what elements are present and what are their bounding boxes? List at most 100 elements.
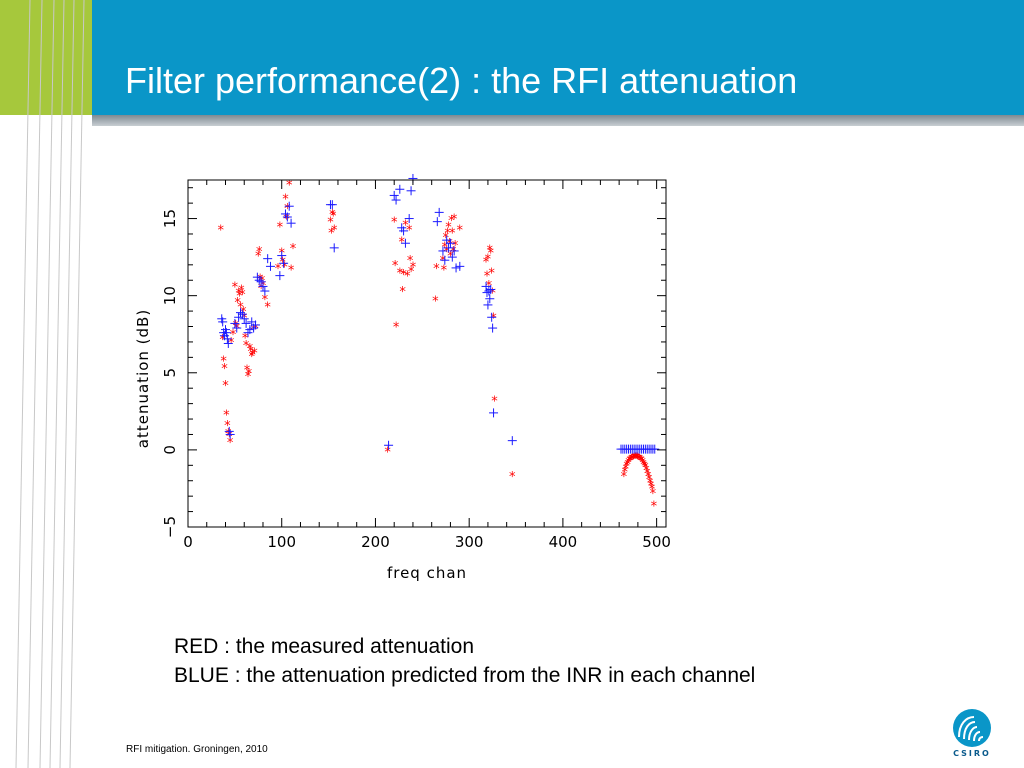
red-asterisk-point: * xyxy=(623,459,630,474)
blue-plus-point xyxy=(444,243,454,253)
red-asterisk-point: * xyxy=(328,226,335,241)
blue-plus-point xyxy=(230,318,240,328)
red-asterisk-point: * xyxy=(252,322,259,337)
red-asterisk-point: * xyxy=(407,254,414,269)
red-asterisk-point: * xyxy=(484,270,491,285)
red-asterisk-point: * xyxy=(627,454,634,469)
red-asterisk-point: * xyxy=(242,331,249,346)
blue-plus-point xyxy=(384,440,394,450)
blue-plus-point xyxy=(488,323,498,333)
red-asterisk-point: * xyxy=(487,243,494,258)
red-asterisk-point: * xyxy=(410,260,417,275)
red-asterisk-point: * xyxy=(255,250,262,265)
red-asterisk-point: * xyxy=(444,226,451,241)
red-asterisk-point: * xyxy=(223,408,230,423)
red-asterisk-point: * xyxy=(238,283,245,298)
blue-plus-point xyxy=(277,251,287,261)
red-asterisk-point: * xyxy=(330,209,337,224)
red-asterisk-point: * xyxy=(384,445,391,460)
red-asterisk-point: * xyxy=(622,465,629,480)
x-tick-label: 200 xyxy=(361,533,390,551)
red-asterisk-point: * xyxy=(487,246,494,261)
red-asterisk-point: * xyxy=(645,470,652,485)
red-asterisk-point: * xyxy=(636,452,643,467)
red-asterisk-point: * xyxy=(404,270,411,285)
blue-plus-point xyxy=(222,334,232,344)
red-asterisk-point: * xyxy=(448,214,455,229)
red-asterisk-point: * xyxy=(277,220,284,235)
red-asterisk-point: * xyxy=(629,452,636,467)
blue-plus-point xyxy=(507,436,517,446)
blue-plus-point xyxy=(487,312,497,322)
red-asterisk-point: * xyxy=(446,237,453,252)
red-asterisk-point: * xyxy=(433,262,440,277)
red-asterisk-point: * xyxy=(397,267,404,282)
red-asterisk-point: * xyxy=(393,321,400,336)
red-asterisk-point: * xyxy=(399,285,406,300)
red-asterisk-point: * xyxy=(221,362,228,377)
plot-marks: ****************************************… xyxy=(217,173,660,514)
caption-blue-line: BLUE : the attenuation predicted from th… xyxy=(174,664,756,687)
red-asterisk-point: * xyxy=(248,350,255,365)
blue-plus-point xyxy=(481,281,491,291)
blue-plus-point xyxy=(225,429,235,439)
x-axis-label: freq chan xyxy=(387,564,467,582)
header-shadow xyxy=(92,115,1024,126)
red-asterisk-point: * xyxy=(441,263,448,278)
header-band xyxy=(92,0,1024,115)
red-asterisk-point: * xyxy=(642,461,649,476)
blue-plus-point xyxy=(218,317,228,327)
red-asterisk-point: * xyxy=(625,456,632,471)
red-asterisk-point: * xyxy=(449,226,456,241)
blue-plus-point xyxy=(399,226,409,236)
blue-plus-point xyxy=(279,258,289,268)
red-asterisk-point: * xyxy=(219,333,226,348)
red-asterisk-point: * xyxy=(290,242,297,257)
red-asterisk-point: * xyxy=(286,179,293,194)
attenuation-scatter-chart: ****************************************… xyxy=(134,173,671,582)
red-asterisk-point: * xyxy=(244,364,251,379)
blue-plus-point xyxy=(486,284,496,294)
red-asterisk-point: * xyxy=(246,367,253,382)
red-asterisk-point: * xyxy=(650,487,657,502)
y-tick-label: −5 xyxy=(161,516,179,538)
blue-plus-point xyxy=(223,338,233,348)
red-asterisk-point: * xyxy=(281,260,288,275)
red-asterisk-point: * xyxy=(624,458,631,473)
red-asterisk-point: * xyxy=(251,347,258,362)
red-asterisk-point: * xyxy=(222,379,229,394)
red-asterisk-point: * xyxy=(622,462,629,477)
blue-plus-point xyxy=(447,252,457,262)
red-asterisk-point: * xyxy=(644,467,651,482)
blue-plus-point xyxy=(256,277,266,287)
blue-plus-point xyxy=(650,444,660,454)
blue-plus-point xyxy=(329,243,339,253)
blue-plus-point xyxy=(260,286,270,296)
blue-plus-point xyxy=(235,308,245,318)
blue-plus-point xyxy=(250,320,260,330)
red-asterisk-point: * xyxy=(445,220,452,235)
red-asterisk-point: * xyxy=(621,470,628,485)
red-asterisk-point: * xyxy=(450,245,457,260)
plot-frame xyxy=(187,179,667,528)
red-asterisk-point: * xyxy=(639,456,646,471)
blue-plus-point xyxy=(449,246,459,256)
red-asterisk-point: * xyxy=(489,287,496,302)
red-asterisk-point: * xyxy=(491,395,498,410)
blue-plus-point xyxy=(400,238,410,248)
red-asterisk-point: * xyxy=(248,345,255,360)
red-asterisk-point: * xyxy=(233,319,240,334)
red-asterisk-point: * xyxy=(262,293,269,308)
csiro-logo: CSIRO xyxy=(953,709,991,758)
blue-plus-point xyxy=(406,186,416,196)
red-asterisk-point: * xyxy=(483,256,490,271)
red-asterisk-point: * xyxy=(282,193,289,208)
red-asterisk-point: * xyxy=(275,262,282,277)
left-decoration-panel xyxy=(0,0,92,768)
blue-plus-point xyxy=(221,328,231,338)
footer-text: RFI mitigation. Groningen, 2010 xyxy=(126,744,268,755)
red-asterisk-point: * xyxy=(649,482,656,497)
red-asterisk-point: * xyxy=(288,263,295,278)
red-asterisk-point: * xyxy=(632,452,639,467)
red-asterisk-point: * xyxy=(452,239,459,254)
